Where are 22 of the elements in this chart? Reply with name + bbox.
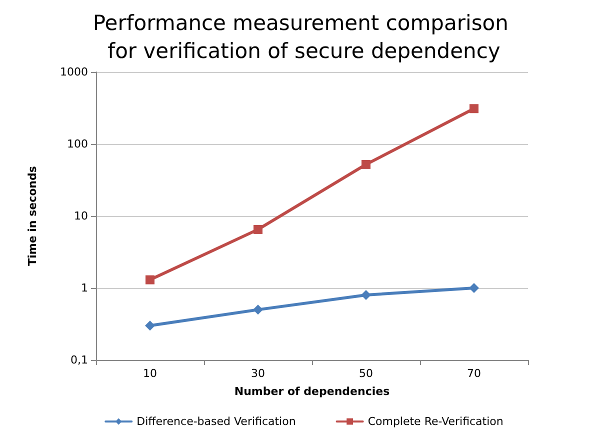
point: [146, 275, 154, 284]
point: [469, 283, 479, 293]
y-tick-label: 100: [67, 138, 88, 150]
point: [145, 320, 155, 331]
point: [470, 104, 478, 114]
x-tick-label: 30: [251, 367, 265, 380]
y-tick-label: 0,1: [70, 354, 88, 366]
y-tick-label: 10: [74, 210, 88, 222]
x-axis-title: Number of dependencies: [234, 385, 390, 398]
chart-title: Performance measurement comparison for verification of secure dependency: [92, 11, 516, 63]
x-tick-label: 50: [359, 367, 373, 380]
x-tick-label: 10: [143, 367, 157, 380]
point: [253, 304, 263, 315]
y-tick-label: 1000: [60, 66, 88, 78]
legend-label: Complete Re-Verification: [368, 415, 504, 428]
x-tick-label: 70: [467, 367, 481, 380]
y-tick-label: 1: [81, 282, 88, 294]
legend-label: Difference-based Verification: [136, 415, 296, 428]
y-axis-title: Time in seconds: [26, 166, 39, 266]
point: [362, 160, 370, 169]
point: [361, 290, 371, 300]
point: [254, 224, 262, 234]
